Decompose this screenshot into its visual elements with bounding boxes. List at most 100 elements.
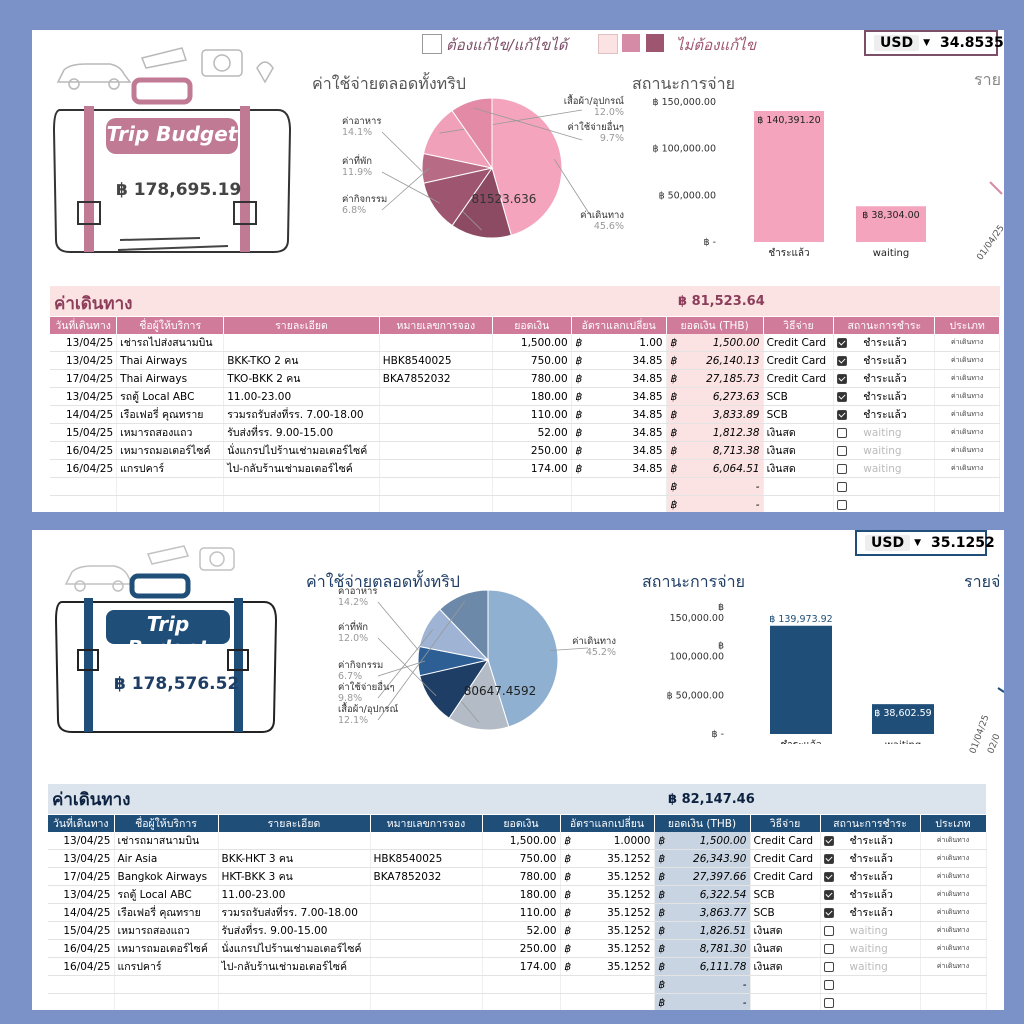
table-cell [492,477,572,496]
paid-checkbox[interactable] [837,445,848,456]
cell-value: ค่าเดินทาง [936,908,970,916]
table-cell: ค่าเดินทาง [920,867,987,886]
table-cell: ฿ - [666,477,764,496]
cell-value: 14/04/25 [65,408,114,421]
status-cell: ชำระแล้ว [833,387,936,406]
column-header: ยอดเงิน (THB) [654,815,751,832]
table-cell: 16/04/25 [50,441,118,460]
table-cell [370,939,483,958]
table-cell: SCB [763,405,835,424]
table-cell: รถตู้ Local ABC [116,387,225,406]
paid-checkbox[interactable] [837,356,848,366]
paid-checkbox[interactable] [823,997,834,1008]
status-cell [833,495,936,512]
cell-value: 1.00 [639,336,663,349]
pie-category-label: ค่าอาหาร [342,116,381,127]
paid-checkbox[interactable] [823,908,834,918]
paid-checkbox[interactable] [837,410,848,420]
table-cell: ฿ 6,322.54 [654,885,751,904]
cell-value: 27,397.66 [693,870,747,883]
table-row: 13/04/25 รถตู้ Local ABC 11.00-23.00 180.00… [48,885,987,904]
table-cell: ฿ - [654,993,751,1010]
cell-value: 1,500.00 [712,336,760,349]
table-cell: 250.00 [492,441,572,460]
paid-checkbox[interactable] [823,872,834,882]
pie-slice [439,589,489,662]
table-cell [763,477,835,496]
table-cell: 750.00 [492,351,572,370]
column-header: ยอดเงิน [482,815,561,832]
cell-value: ค่าเดินทาง [936,872,970,880]
paid-checkbox[interactable] [823,854,834,864]
paid-checkbox[interactable] [823,890,834,900]
paid-checkbox[interactable] [837,427,848,438]
cell-value: ค่าเดินทาง [936,944,970,952]
cell-value: เงินสด [766,445,796,457]
table-cell: ค่าเดินทาง [934,423,1000,442]
paid-checkbox[interactable] [823,836,834,846]
cell-value: 1,812.38 [712,426,760,439]
cell-value: ค่าเดินทาง [950,356,984,364]
status-label: waiting [849,960,888,973]
status-cell: ชำระแล้ว [833,405,936,424]
table-cell [50,477,118,496]
cell-value: 780.00 [519,870,557,883]
paid-checkbox[interactable] [823,961,834,972]
column-header: อัตราแลกเปลี่ยน [571,317,667,334]
cell-value: รวมรถรับส่งที่รร. 7.00-18.00 [221,907,358,919]
table-cell: 52.00 [492,423,572,442]
cell-value: Credit Card [753,834,813,847]
bar-data-label: ฿ 140,391.20 [757,115,820,126]
transport-table: วันที่เดินทาง ชื่อผู้ให้บริการ รายละเอียดห… [48,815,987,1010]
cell-value: - [742,978,747,991]
table-cell: เงินสด [763,441,835,460]
baht-symbol: ฿ [575,444,583,457]
paid-checkbox[interactable] [837,481,848,492]
pie-center-label: 80647.4592 [464,684,537,698]
cell-value: เรือเฟอรี่ คุณทราย [117,907,201,919]
pie-leader-line [377,601,465,721]
table-cell: BKK-TKO 2 คน [223,351,380,370]
column-header: ยอดเงิน [492,317,572,334]
table-cell [920,975,987,994]
currency-selector[interactable]: USD ▼ 34.8535 [864,30,1004,56]
table-cell: ฿ 35.1252 [560,939,655,958]
x-category-label: waiting [885,740,921,744]
section-total: ฿ 81,523.64 [678,294,765,309]
paid-checkbox[interactable] [837,392,848,402]
cell-value: 35.1252 [607,870,651,883]
cell-value: 1,500.00 [699,834,747,847]
legend-locked-label: ไม่ต้องแก้ไข [676,36,757,54]
paid-checkbox[interactable] [837,374,848,384]
table-row: 13/04/25 เช่ารถมาสนามบิน 1,500.00 ฿ 1.0000 ฿ 1… [48,832,987,850]
status-cell: ชำระแล้ว [833,351,936,370]
pie-value-label: 12.1% [338,715,368,726]
cell-value: 6,064.51 [712,462,760,475]
paid-checkbox[interactable] [837,338,848,348]
pie-leader-line [473,107,583,141]
table-cell [218,993,371,1010]
paid-checkbox[interactable] [823,943,834,954]
suitcase-icon [54,573,278,733]
paid-checkbox[interactable] [823,979,834,990]
cell-value: 35.1252 [607,924,651,937]
pie-category-label: ค่าใช้จ่ายอื่นๆ [567,120,624,133]
paid-checkbox[interactable] [823,925,834,936]
table-cell: 11.00-23.00 [218,885,371,904]
cell-value: Credit Card [766,372,827,385]
travel-doodle-icon [64,545,235,592]
table-cell: แกรปคาร์ [114,957,219,976]
paid-checkbox[interactable] [837,463,848,474]
table-cell: 17/04/25 [48,867,115,886]
table-cell [934,477,1000,496]
pie-chart-title: ค่าใช้จ่ายตลอดทั้งทริป [312,74,466,93]
exchange-rate: 35.1252 [931,535,995,551]
currency-selector[interactable]: USD ▼ 35.1252 [855,530,995,556]
paid-checkbox[interactable] [837,499,848,510]
pie-category-label: ค่ากิจกรรม [338,660,383,671]
table-cell: SCB [750,903,821,922]
table-cell: SCB [763,387,835,406]
baht-symbol: ฿ [658,852,666,865]
section-header [48,784,986,814]
